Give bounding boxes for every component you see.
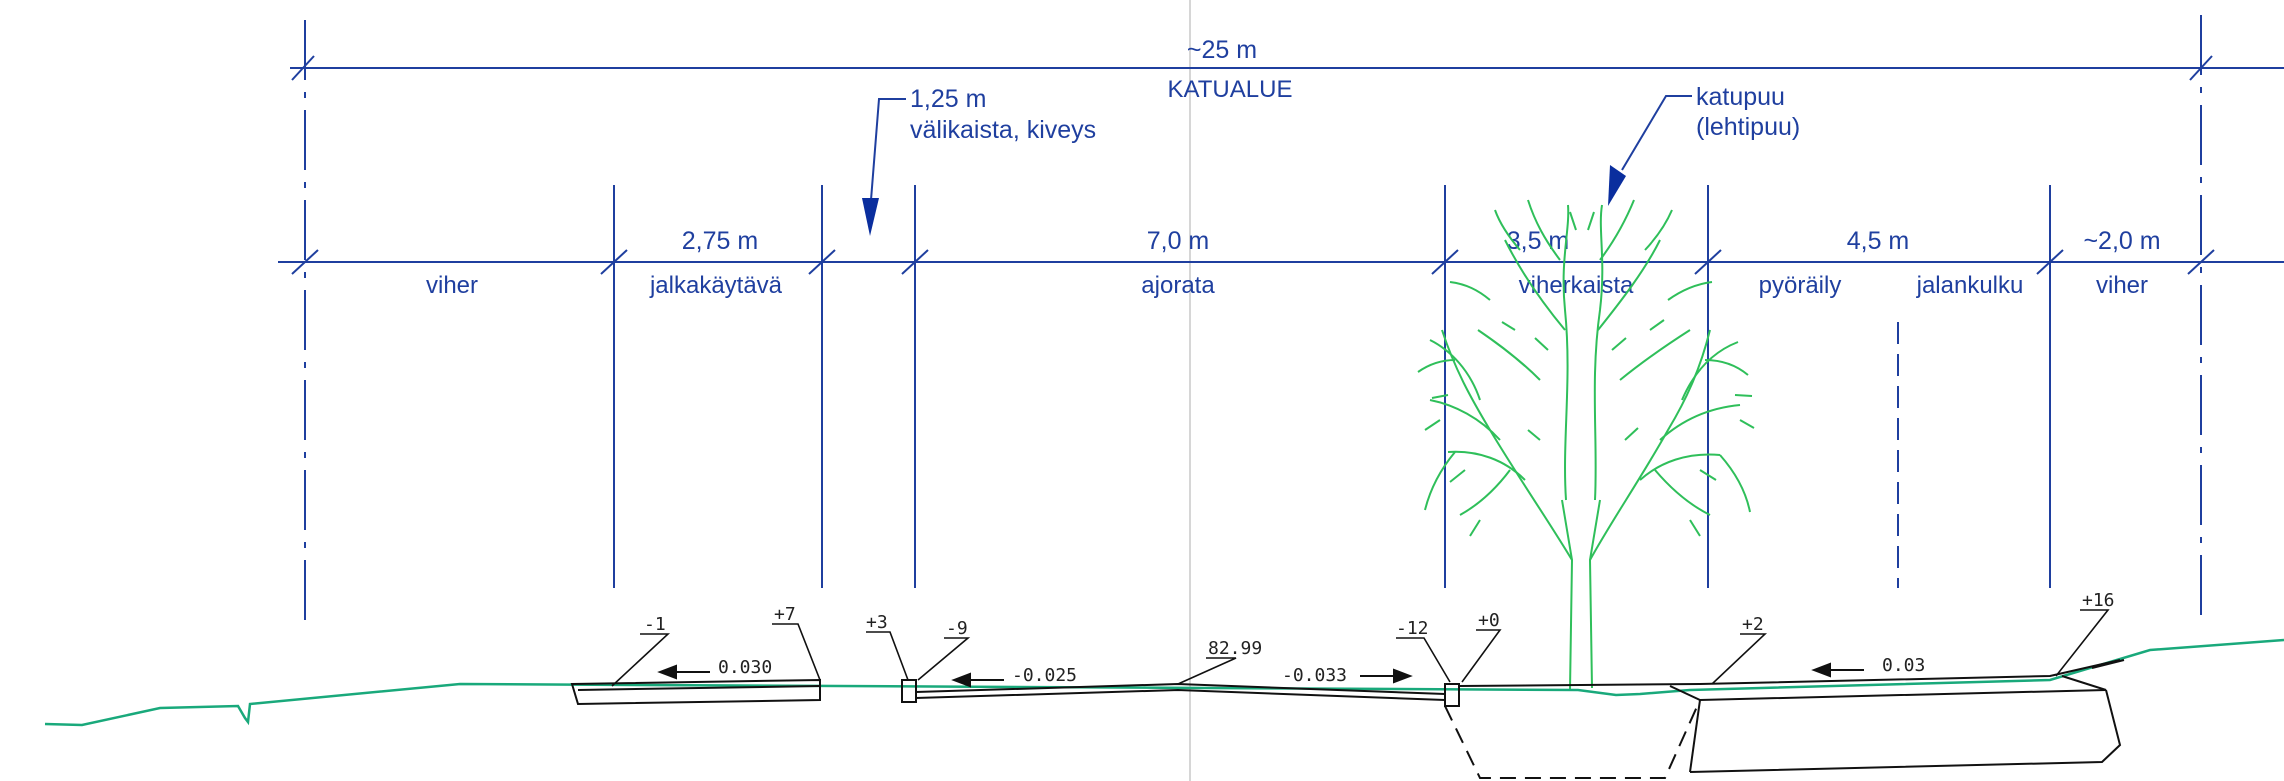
level-median: +3 <box>866 612 888 633</box>
slope-sidewalk: 0.030 <box>718 657 772 678</box>
tree-callout: katupuu (lehtipuu) <box>1608 83 1800 206</box>
slope-arrows <box>657 662 1864 688</box>
level-curb-right: -12 <box>1396 618 1429 639</box>
overall-width-label: ~25 m <box>1187 36 1257 64</box>
slope-road-left: -0.025 <box>1012 665 1077 686</box>
median-callout: 1,25 m välikaista, kiveys <box>862 85 1096 236</box>
zone-boundaries <box>613 185 2051 588</box>
median-callout-arrow <box>862 198 879 236</box>
right-green-width-label: ~2,0 m <box>2083 227 2160 255</box>
green-strip-width-label: 3,5 m <box>1507 227 1570 255</box>
zone-label-green-strip: viherkaista <box>1519 272 1634 299</box>
zone-label-green-left: viher <box>426 272 478 299</box>
level-sidewalk-outer: +7 <box>774 604 796 625</box>
median-width-label: 1,25 m <box>910 85 986 113</box>
street-tree <box>1417 199 1755 691</box>
median-material-label: välikaista, kiveys <box>910 116 1096 144</box>
level-bikeway: +2 <box>1742 614 1764 635</box>
tree-name-label: katupuu <box>1696 83 1785 111</box>
level-curb-left: -9 <box>946 618 968 639</box>
overall-dimension: ~25 m KATUALUE <box>290 36 2284 103</box>
level-road-crown: 82.99 <box>1208 638 1262 659</box>
level-sidewalk-inner: -1 <box>644 614 666 635</box>
street-area-label: KATUALUE <box>1168 76 1293 103</box>
level-markers <box>611 609 2110 687</box>
level-green-strip: +0 <box>1478 610 1500 631</box>
zone-label-walking: jalankulku <box>1916 272 2024 299</box>
zone-label-roadway: ajorata <box>1141 272 1215 299</box>
tree-callout-arrow <box>1608 165 1626 206</box>
zone-label-sidewalk: jalkakäytävä <box>649 272 783 299</box>
street-structure <box>570 659 2125 779</box>
zone-label-cycling: pyöräily <box>1759 272 1842 299</box>
bike-walk-width-label: 4,5 m <box>1847 227 1910 255</box>
zone-label-green-right: viher <box>2096 272 2148 299</box>
level-right-edge: +16 <box>2082 590 2115 611</box>
slope-bikeway: 0.03 <box>1882 655 1925 676</box>
tree-type-label: (lehtipuu) <box>1696 113 1800 141</box>
roadway-width-label: 7,0 m <box>1147 227 1210 255</box>
zone-dimension-line <box>278 249 2284 275</box>
slope-road-right: -0.033 <box>1282 665 1347 686</box>
ground-line <box>44 638 2284 727</box>
sidewalk-width-label: 2,75 m <box>682 227 758 255</box>
